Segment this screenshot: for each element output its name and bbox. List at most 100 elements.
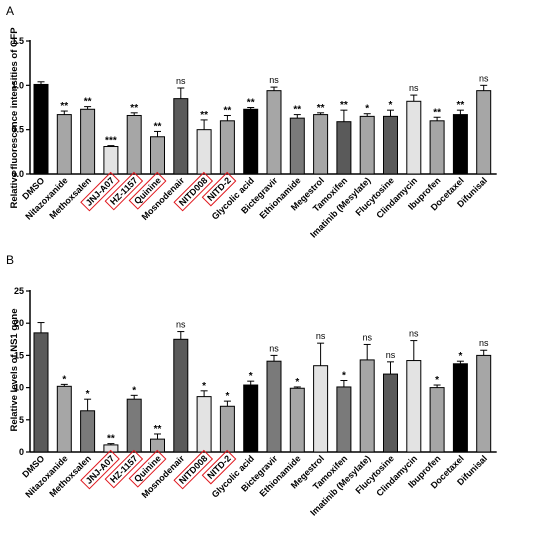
- panel-b-significance-label: ns: [409, 329, 419, 339]
- panel-b-bar: [429, 387, 445, 453]
- panel-a-significance-label: **: [224, 105, 232, 116]
- panel-a-significance-label: **: [60, 101, 68, 112]
- panel-a-bar: [313, 114, 329, 175]
- panel-a-significance-label: **: [433, 107, 441, 118]
- panel-a-y-tick-label: 1.0: [11, 80, 24, 90]
- panel-a-bar: [173, 98, 189, 175]
- panel-b-significance-label: *: [132, 385, 136, 396]
- panel-b-bar: [56, 385, 72, 453]
- panel-b-letter: B: [6, 253, 14, 267]
- panel-a-significance-label: ns: [479, 73, 489, 83]
- panel-a-significance-label: **: [457, 100, 465, 111]
- panel-b-highlight-box: [201, 449, 237, 485]
- panel-b-highlight-box: [128, 449, 167, 488]
- panel-b-y-tick-label: 0: [19, 447, 24, 457]
- panel-b-bar: [196, 396, 212, 453]
- panel-a-significance-label: ns: [176, 76, 186, 86]
- panel-b-significance-label: *: [458, 351, 462, 362]
- panel-a-bar: [289, 117, 305, 175]
- panel-b-significance-label: ns: [316, 331, 326, 341]
- panel-a-bar: [196, 129, 212, 175]
- panel-a-y-tick-label: 0.5: [11, 125, 24, 135]
- panel-a-significance-label: **: [154, 121, 162, 132]
- panel-b-bar: [336, 386, 352, 453]
- panel-b-significance-label: *: [86, 389, 90, 400]
- panel-a-significance-label: **: [317, 103, 325, 114]
- panel-a-bar: [80, 108, 96, 175]
- panel-a-significance-label: **: [130, 103, 138, 114]
- panel-b-bar: [289, 387, 305, 453]
- panel-a-chart: A Relative fluorescence intensities of G…: [6, 4, 497, 240]
- panel-a-bar: [383, 115, 398, 175]
- panel-a-y-axis-label: Relative fluorescence intensities of GFP: [9, 27, 20, 209]
- panel-b-significance-label: ns: [176, 320, 186, 330]
- panel-a-bar: [406, 100, 422, 175]
- panel-b-significance-label: *: [225, 391, 229, 402]
- panel-a-y-tick-label: 0.0: [11, 169, 24, 179]
- panel-a-significance-label: ***: [105, 136, 117, 147]
- panel-b-significance-label: *: [62, 374, 66, 385]
- panel-a-significance-label: **: [84, 97, 92, 108]
- panel-b-significance-label: *: [295, 377, 299, 388]
- panel-a-significance-label: *: [365, 104, 369, 115]
- panel-b-bar: [33, 332, 49, 453]
- panel-b-bar: [313, 365, 329, 453]
- panel-a-bar: [150, 136, 165, 175]
- panel-a-significance-label: ns: [409, 83, 419, 93]
- panel-a-significance-label: **: [293, 105, 301, 116]
- panel-b-bar: [173, 338, 189, 453]
- panel-a-bar: [476, 90, 492, 175]
- panel-b-significance-label: ns: [479, 338, 489, 348]
- panel-b-bar: [383, 373, 398, 453]
- panel-b-bar: [219, 405, 235, 453]
- panel-b-significance-label: *: [342, 371, 346, 382]
- panel-b-significance-label: **: [107, 434, 115, 445]
- panel-b-bar: [243, 384, 259, 453]
- panel-a-significance-label: *: [389, 100, 393, 111]
- panel-b-significance-label: ns: [362, 332, 372, 342]
- panel-a-bar: [33, 83, 49, 175]
- panel-a-significance-label: **: [200, 110, 208, 121]
- panel-b-bar: [452, 363, 468, 453]
- panel-a-bar: [266, 90, 282, 175]
- panel-a-significance-label: ns: [269, 75, 279, 85]
- panel-b-significance-label: *: [435, 375, 439, 386]
- panel-b-highlight-box: [80, 449, 120, 490]
- panel-a-significance-label: **: [340, 100, 348, 111]
- panel-b-significance-label: ns: [269, 343, 279, 353]
- panel-b-bar: [266, 360, 282, 453]
- panel-b-significance-label: ns: [386, 350, 396, 360]
- panel-b-y-axis-label: Relative levels of NS1 gene: [9, 308, 20, 431]
- panel-a-letter: A: [6, 4, 14, 18]
- panel-a-highlight-box: [201, 171, 237, 207]
- panel-a-bar: [126, 114, 142, 175]
- panel-a-highlight-box: [80, 171, 120, 212]
- panel-a-bar: [219, 120, 235, 175]
- panel-a-highlight-box: [104, 171, 144, 211]
- panel-a-highlight-box: [128, 171, 167, 210]
- panel-a-bar: [359, 115, 375, 175]
- panel-b-significance-label: *: [249, 371, 253, 382]
- panel-b-bar: [406, 360, 422, 453]
- panel-a-bar: [336, 121, 352, 175]
- panel-b-bar: [359, 359, 375, 453]
- panel-b-bar: [476, 354, 492, 453]
- panel-b-y-tick-label: 5: [19, 415, 24, 425]
- panel-a-highlight-box: [173, 171, 214, 212]
- panel-a-bar: [243, 108, 259, 175]
- panel-b-y-tick-label: 20: [14, 318, 24, 328]
- panel-b-y-tick-label: 15: [14, 350, 24, 360]
- panel-a-bar: [429, 120, 445, 175]
- panel-a-significance-label: **: [247, 98, 255, 109]
- panel-b-chart: B Relative levels of NS1 gene 0 5 10 15 20 25…: [6, 253, 497, 518]
- panel-b-significance-label: *: [202, 381, 206, 392]
- panel-b-y-tick-label: 25: [14, 286, 24, 296]
- panel-b-bar: [80, 410, 96, 453]
- panel-a-bar: [56, 114, 72, 175]
- panel-a-y-tick-label: 1.5: [11, 36, 24, 46]
- panel-b-highlight-box: [173, 449, 214, 490]
- panel-b-significance-label: **: [154, 424, 162, 435]
- panel-b-highlight-box: [104, 449, 144, 489]
- panel-b-y-tick-label: 10: [14, 383, 24, 393]
